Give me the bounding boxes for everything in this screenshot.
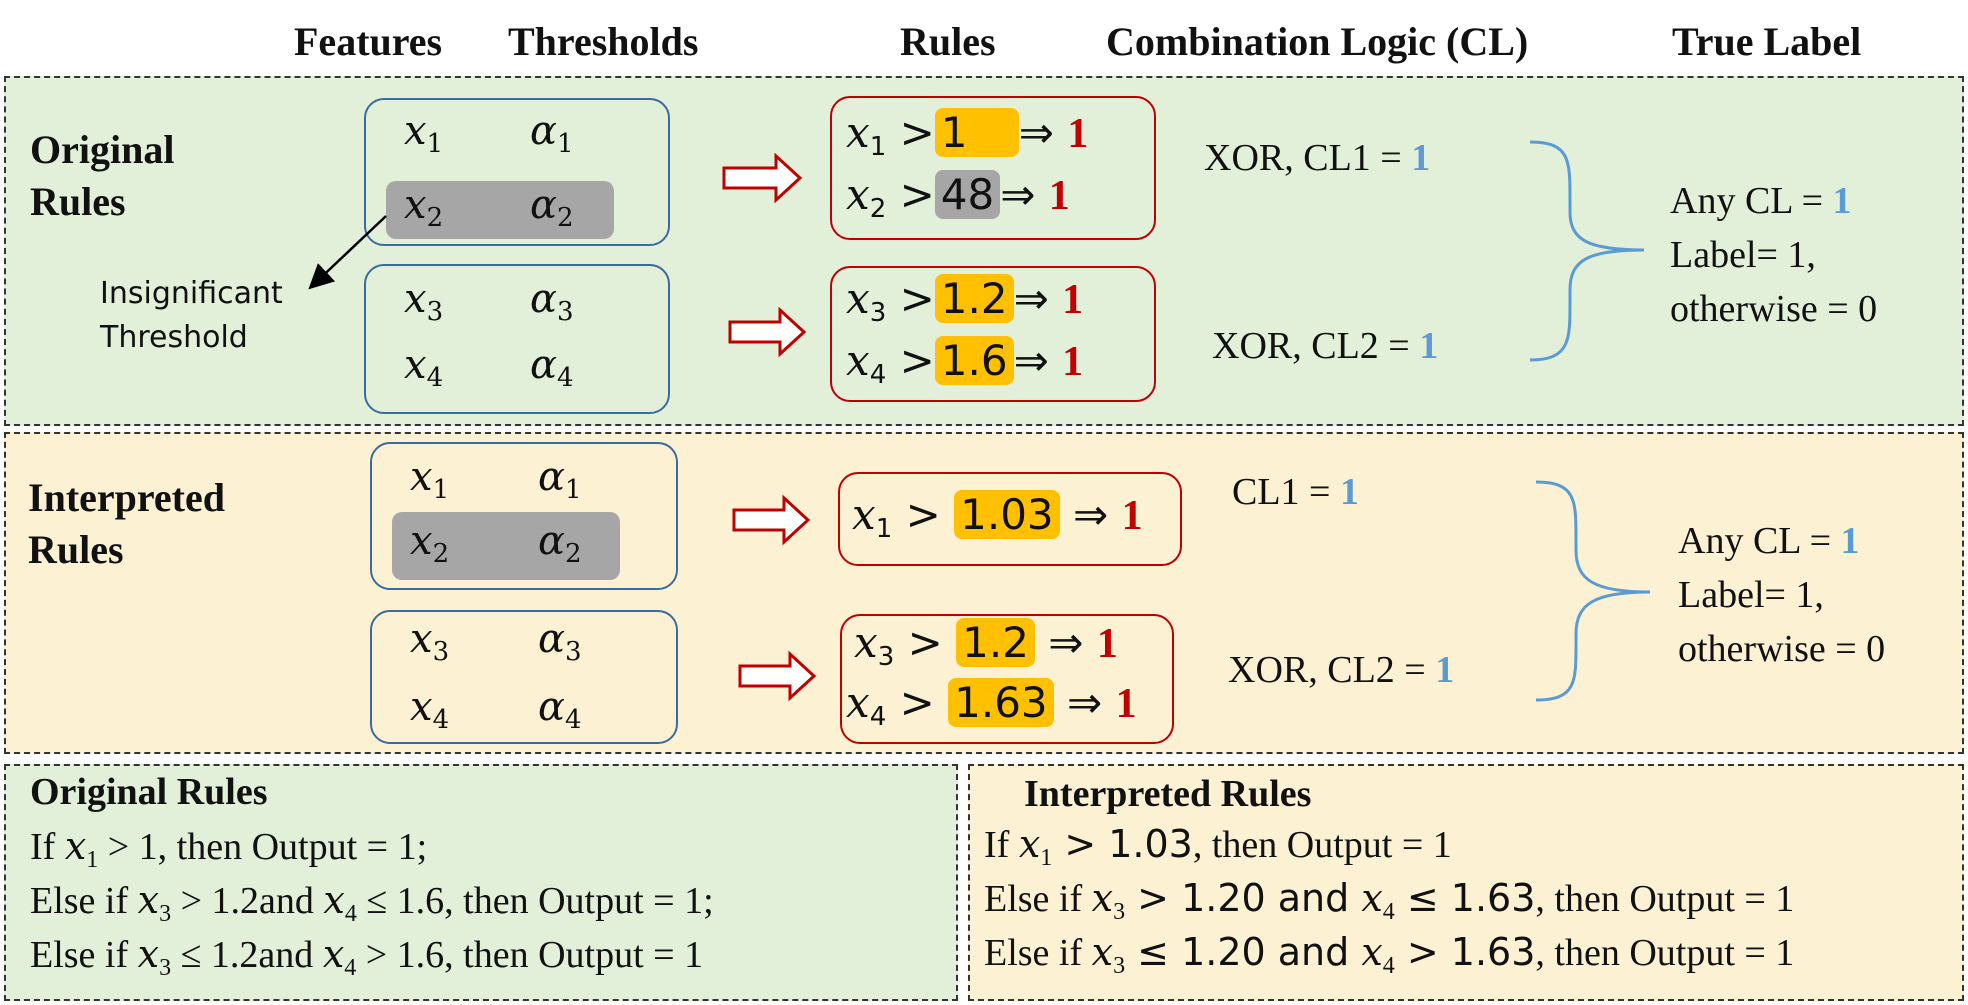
threshold-alpha3: α3 (538, 616, 582, 667)
header-rules: Rules (900, 19, 996, 64)
feature-x2: x2 (404, 182, 444, 233)
any-cl-line: Any CL = 1 (1670, 180, 1852, 222)
output-value: 1 (1096, 621, 1118, 667)
arrow-icon (738, 650, 817, 702)
rule-x3-original: x3 >1.2 ⇒ 1 (846, 274, 1084, 328)
output-value: 1 (1115, 681, 1137, 727)
cl2-interp: XOR, CL2 = 1 (1228, 649, 1455, 691)
interpreted-rules-text-panel (968, 764, 1964, 1001)
threshold-value: 1 (934, 108, 1019, 157)
feature-x3: x3 (404, 276, 444, 327)
otherwise-line: otherwise = 0 (1670, 288, 1878, 330)
threshold-alpha4: α4 (538, 684, 582, 735)
threshold-alpha1: α1 (538, 454, 582, 505)
output-value: 1 (1048, 173, 1070, 219)
threshold-alpha3: α3 (530, 276, 574, 327)
label-line: Label= 1, (1670, 234, 1816, 276)
header-features: Features (294, 19, 443, 64)
threshold-alpha2: α2 (530, 182, 574, 233)
threshold-value: 1.6 (934, 336, 1014, 385)
rule-x1-original: x1 >1 ⇒ 1 (846, 108, 1089, 162)
insignificant-threshold-note: Insignificant Threshold (100, 276, 283, 355)
label-line: Label= 1, (1678, 574, 1824, 616)
rule-box-original-2 (830, 266, 1156, 402)
output-value: 1 (1062, 277, 1084, 323)
rule-x4-interp: x4 > 1.63 ⇒ 1 (846, 678, 1137, 732)
threshold-value: 1.03 (954, 490, 1060, 539)
cl1-interp: CL1 = 1 (1232, 471, 1359, 513)
original-rule-line-3: Else if x3 ≤ 1.2and x4 > 1.6, then Outpu… (30, 932, 704, 981)
output-value: 1 (1121, 493, 1143, 539)
original-rule-line-2: Else if x3 > 1.2and x4 ≤ 1.6, then Outpu… (30, 878, 714, 927)
interpreted-rules-text-title: Interpreted Rules (1024, 773, 1312, 815)
true-label-original: Any CL = 1 Label= 1, otherwise = 0 (1670, 174, 1877, 336)
feature-x4: x4 (404, 342, 444, 393)
feature-x3: x3 (410, 616, 450, 667)
feature-x1: x1 (410, 454, 450, 505)
feature-box-x3-x4 (364, 264, 670, 414)
interpreted-rule-line-3: Else if x3 ≤ 1.20 and x4 > 1.63, then Ou… (984, 930, 1795, 979)
rule-x2-original: x2 >48 ⇒ 1 (846, 170, 1070, 224)
rule-box-interp-1 (838, 472, 1182, 566)
original-rule-line-1: If x1 > 1, then Output = 1; (30, 824, 428, 873)
true-label-interp: Any CL = 1 Label= 1, otherwise = 0 (1678, 514, 1885, 676)
insignificant-highlight (392, 512, 620, 580)
rule-x1-interp: x1 > 1.03 ⇒ 1 (852, 490, 1143, 544)
threshold-alpha1: α1 (530, 108, 574, 159)
interpreted-rule-line-2: Else if x3 > 1.20 and x4 ≤ 1.63, then Ou… (984, 876, 1795, 925)
otherwise-line: otherwise = 0 (1678, 628, 1886, 670)
arrow-icon (728, 306, 807, 358)
threshold-value: 1.63 (948, 678, 1054, 727)
interpreted-rules-title: Interpreted Rules (28, 475, 225, 572)
rule-x4-original: x4 >1.6 ⇒ 1 (846, 336, 1084, 390)
original-rules-text-title: Original Rules (30, 771, 268, 813)
rule-x3-interp: x3 > 1.2 ⇒ 1 (854, 618, 1118, 672)
threshold-value: 1.2 (934, 274, 1014, 323)
brace-original (1529, 140, 1645, 362)
insignificant-pointer-arrow (308, 215, 387, 290)
threshold-alpha2: α2 (538, 518, 582, 569)
feature-x4: x4 (410, 684, 450, 735)
arrow-icon (732, 494, 811, 546)
header-thresholds: Thresholds (508, 19, 699, 64)
output-value: 1 (1062, 339, 1084, 385)
feature-box-x3-x4-interp (370, 610, 678, 744)
feature-box-x1-x2-interp (370, 442, 678, 590)
rule-box-interp-2 (840, 614, 1174, 744)
original-rules-title: Original Rules (30, 127, 175, 224)
threshold-alpha4: α4 (530, 342, 574, 393)
threshold-value: 1.2 (956, 618, 1035, 667)
feature-x2: x2 (410, 518, 450, 569)
arrow-icon (722, 152, 803, 204)
feature-x1: x1 (404, 108, 444, 159)
any-cl-line: Any CL = 1 (1678, 520, 1860, 562)
brace-interpreted (1535, 480, 1651, 702)
interpreted-rule-line-1: If x1 > 1.03, then Output = 1 (984, 822, 1452, 871)
feature-box-x1-x2 (364, 98, 670, 246)
cl1-original: XOR, CL1 = 1 (1204, 137, 1431, 179)
insignificant-highlight (386, 181, 614, 239)
header-combination-logic: Combination Logic (CL) (1106, 19, 1529, 64)
original-rules-text-panel (4, 764, 958, 1001)
rule-box-original-1 (830, 96, 1156, 240)
cl2-original: XOR, CL2 = 1 (1212, 325, 1439, 367)
output-value: 1 (1067, 111, 1089, 157)
threshold-value-insignificant: 48 (934, 170, 1001, 219)
header-true-label: True Label (1672, 19, 1862, 64)
